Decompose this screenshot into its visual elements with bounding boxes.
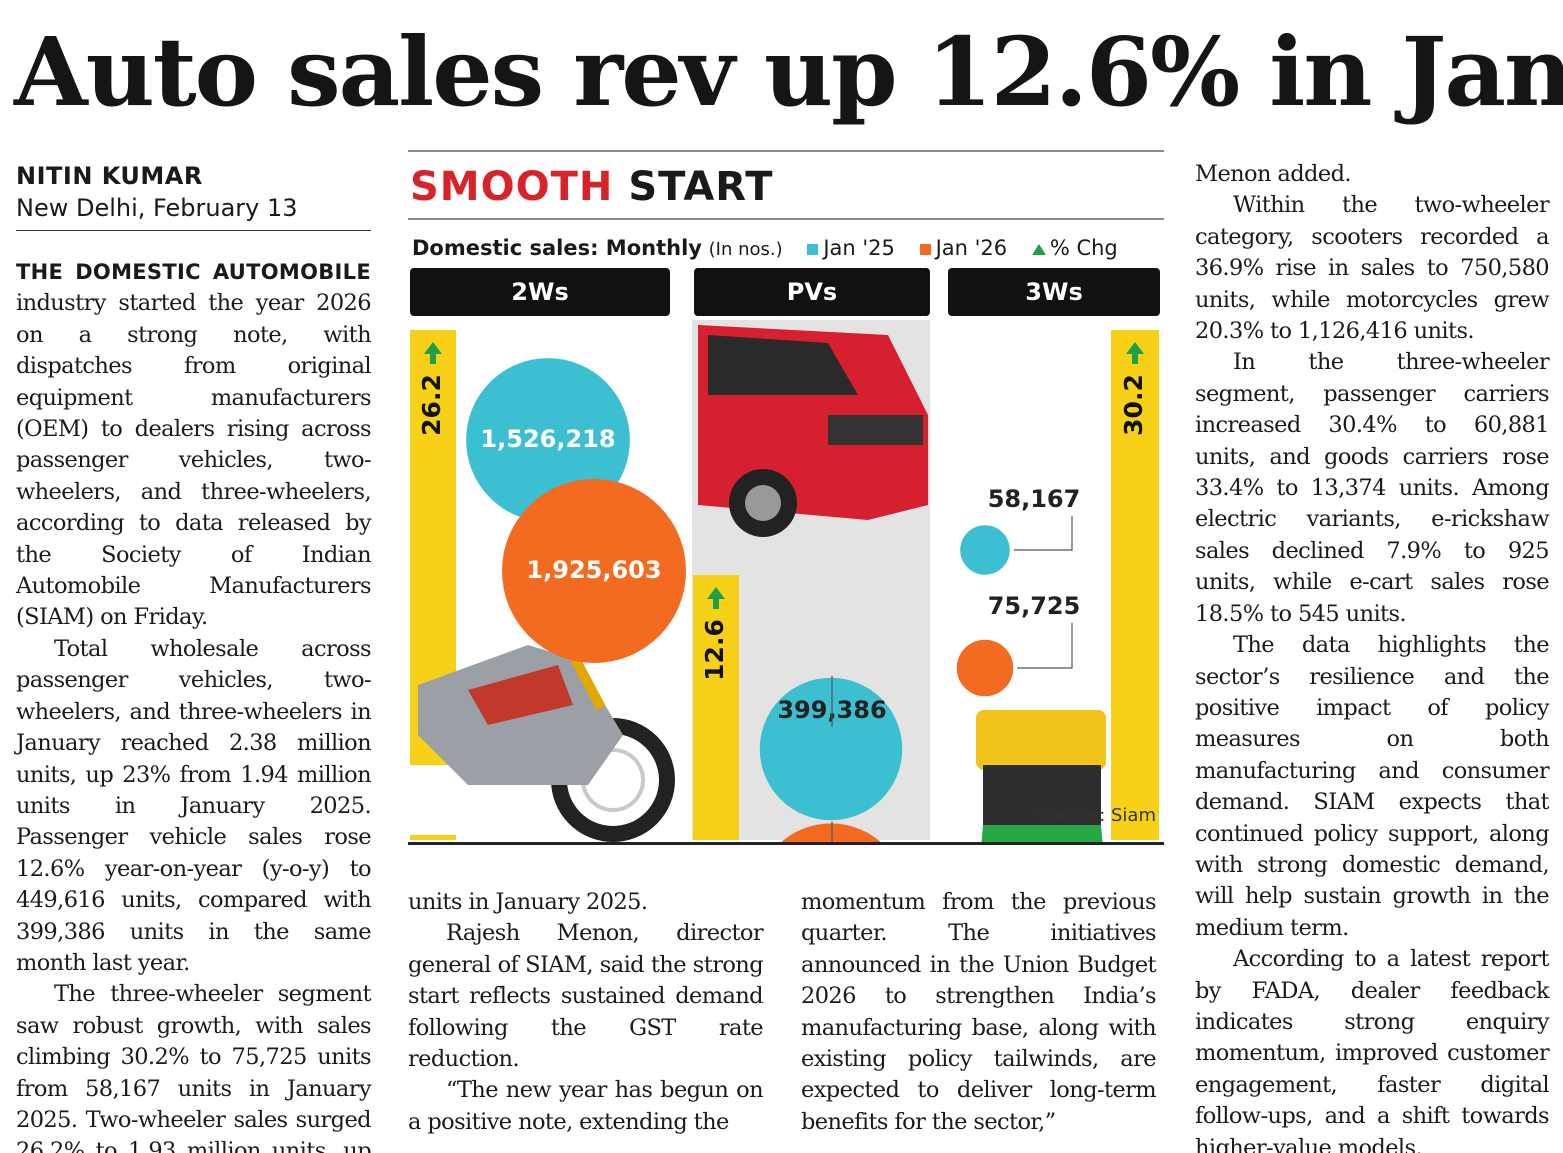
auto-roof: [976, 710, 1106, 770]
legend-label-jan25: Jan '25: [823, 236, 895, 260]
legend-title: Domestic sales: Monthly: [412, 236, 702, 260]
legend-label-pct-chg: % Chg: [1049, 236, 1118, 260]
lead-paragraph: THE DOMESTIC AUTOMOBILE industry started…: [16, 257, 372, 634]
article-column-2: units in January 2025. Rajesh Menon, dir…: [408, 887, 764, 1138]
bubble-value-label: 1,526,218: [480, 425, 615, 453]
graphic-sub-rule: [408, 218, 1164, 220]
paragraph: Menon added.: [1195, 161, 1352, 187]
car-grille: [828, 415, 923, 445]
legend-label-jan26: Jan '26: [935, 236, 1008, 260]
bubble-2ws-jan26: [502, 479, 686, 663]
bubble-3ws-jan25: [960, 525, 1010, 575]
graphic-title: SMOOTH START: [410, 162, 774, 212]
byline-divider: [16, 230, 371, 231]
leader-line: [1017, 623, 1073, 669]
infographic: SMOOTH START Domestic sales: Monthly (In…: [408, 150, 1164, 850]
up-arrow-icon: [1031, 243, 1046, 255]
paragraph: The three-wheeler segment saw robust gro…: [16, 981, 372, 1153]
bubble-value-label: 75,725: [988, 592, 1081, 620]
car-window: [708, 335, 858, 395]
bubble-chart: 26.212.630.21,526,2181,925,603399,386449…: [410, 320, 1162, 845]
paragraph: “The new year has begun on a positive no…: [408, 1077, 764, 1135]
paragraph: units in January 2025.: [408, 889, 648, 915]
headline: Auto sales rev up 12.6% in Jan: [14, 17, 1563, 128]
legend-swatch-jan26: [919, 243, 931, 255]
pct-change-label: 26.2: [417, 374, 446, 436]
paragraph: Rajesh Menon, director general of SIAM, …: [408, 920, 764, 1073]
graphic-title-red: SMOOTH: [410, 164, 614, 210]
lead-text: industry started the year 2026 on a stro…: [16, 290, 372, 631]
auto-body: [981, 825, 1103, 845]
auto-cabin: [983, 765, 1101, 825]
paragraph: In the three-wheeler segment, passenger …: [1195, 349, 1550, 627]
chart-legend: Domestic sales: Monthly (In nos.) Jan '2…: [412, 233, 1164, 265]
bubble-value-label: 1,925,603: [526, 556, 661, 584]
paragraph: According to a latest report by FADA, de…: [1195, 946, 1550, 1153]
lead-in: THE DOMESTIC AUTOMOBILE: [16, 260, 371, 284]
graphic-bottom-rule: [408, 842, 1164, 845]
up-arrow-icon: [424, 342, 442, 364]
pct-change-label: 12.6: [700, 619, 729, 681]
legend-unit: (In nos.): [708, 239, 783, 260]
paragraph: The data highlights the sector’s resilie…: [1195, 632, 1550, 941]
legend-swatch-jan25: [807, 243, 819, 255]
paragraph: momentum from the previous quarter. The …: [801, 889, 1157, 1135]
bubble-3ws-jan26: [956, 639, 1014, 697]
pct-change-label: 30.2: [1119, 374, 1148, 436]
paragraph: Total wholesale across passenger vehicle…: [16, 635, 372, 976]
up-arrow-icon: [1126, 342, 1144, 364]
pct-change-bar-pvs: [693, 575, 739, 840]
graphic-top-rule: [408, 150, 1164, 152]
category-header-3ws: 3Ws: [948, 268, 1160, 316]
bubble-pvs-jan25: [759, 677, 903, 821]
article-column-3: momentum from the previous quarter. The …: [801, 887, 1157, 1138]
paragraph: Within the two-wheeler category, scooter…: [1195, 192, 1550, 345]
article-column-1: THE DOMESTIC AUTOMOBILE industry started…: [16, 257, 372, 1153]
car-rim-front: [745, 485, 781, 521]
article-column-4: Menon added. Within the two-wheeler cate…: [1195, 159, 1550, 1153]
graphic-title-black: START: [628, 164, 774, 210]
leader-line: [1013, 516, 1073, 551]
source-note: Source: Siam: [1037, 805, 1156, 826]
bubble-value-label: 58,167: [988, 485, 1081, 513]
byline: NITIN KUMAR New Delhi, February 13: [16, 160, 371, 224]
pct-change-bar-3ws: [1111, 330, 1159, 840]
category-header-2ws: 2Ws: [410, 268, 670, 316]
author-name: NITIN KUMAR: [16, 162, 203, 190]
category-header-pvs: PVs: [694, 268, 930, 316]
up-arrow-icon: [707, 587, 725, 609]
dateline: New Delhi, February 13: [16, 194, 298, 222]
motorcycle-tank: [468, 665, 573, 725]
bubble-pvs-jan26: [778, 823, 884, 845]
